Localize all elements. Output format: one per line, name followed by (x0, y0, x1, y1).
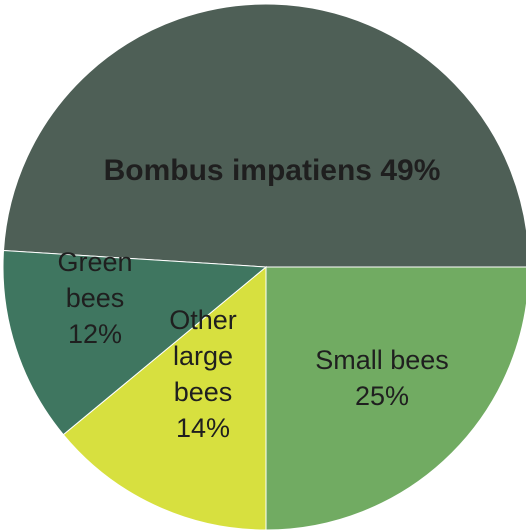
slice-label-line: 25% (355, 381, 409, 411)
slice-label-other-large-bees: Other large bees 14% (169, 305, 237, 443)
slice-label-line: 14% (176, 413, 230, 443)
slice-label-line: large (173, 341, 233, 371)
pie-slice-green-bees (2, 249, 268, 436)
pie-slice-small-bees (265, 266, 526, 531)
pie-labels: Bombus impatiens 49% Small bees 25% Other la… (57, 154, 448, 443)
slice-label-line: bees (174, 377, 233, 407)
slice-label-line: bees (66, 283, 125, 313)
slice-label-line: Other (169, 305, 237, 335)
slice-label-line: 12% (68, 319, 122, 349)
pie-slices (2, 3, 526, 531)
slice-label-line: Green (57, 247, 132, 277)
pie-slice-bombus-impatiens (2, 3, 526, 268)
pie-slice-other-large-bees (62, 265, 267, 531)
slice-label-green-bees: Green bees 12% (57, 247, 132, 349)
slice-label-bombus-impatiens: Bombus impatiens 49% (104, 154, 441, 187)
slice-label-line: Small bees (315, 345, 449, 375)
slice-label-line: Bombus impatiens 49% (104, 154, 441, 187)
slice-label-small-bees: Small bees 25% (315, 345, 449, 411)
